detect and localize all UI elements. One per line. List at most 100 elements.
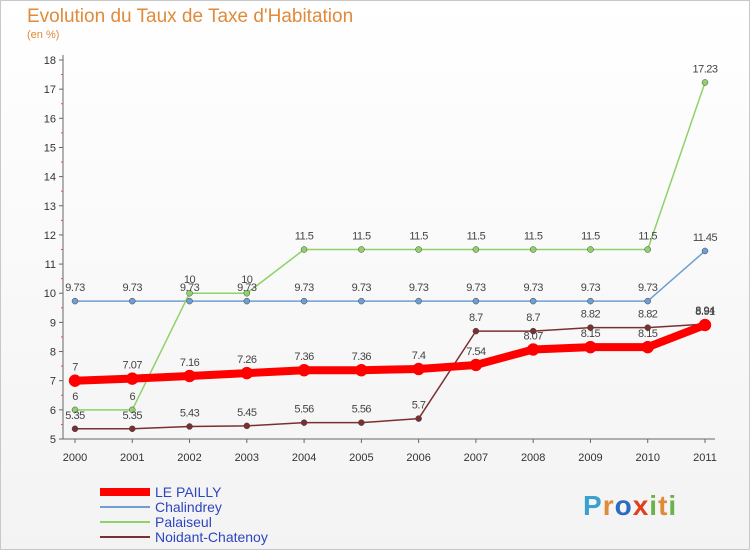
y-tick-label: 8 — [50, 347, 56, 359]
series-line-palaiseul — [74, 81, 706, 411]
data-label: 10 — [184, 274, 196, 286]
y-tick-label: 6 — [50, 405, 56, 417]
chart-title: Evolution du Taux de Taxe d'Habitation — [27, 6, 354, 27]
data-point — [587, 297, 594, 305]
data-label: 5.45 — [237, 407, 257, 419]
data-point — [358, 246, 365, 253]
x-tick-label: 2011 — [693, 452, 717, 464]
data-point — [300, 297, 308, 305]
legend-label: Chalindrey — [155, 499, 222, 515]
y-tick-label: 14 — [44, 172, 56, 184]
x-tick-label: 2004 — [292, 452, 316, 464]
data-point — [698, 318, 712, 332]
data-label: 5.43 — [180, 407, 200, 419]
y-tick-label: 16 — [44, 113, 56, 125]
logo-letter: x — [632, 490, 650, 521]
legend-label: LE PAILLY — [155, 484, 222, 500]
data-label: 11.5 — [467, 231, 486, 243]
series-lines — [71, 81, 709, 430]
data-point — [129, 406, 136, 414]
data-label: 17.23 — [692, 63, 717, 75]
data-point — [358, 297, 365, 305]
data-label: 11.45 — [693, 232, 718, 244]
logo-letter: i — [649, 490, 659, 521]
legend-swatch-noidant-chatenoy — [100, 536, 150, 538]
data-label: 7.16 — [180, 357, 200, 369]
logo-letter: r — [602, 490, 615, 521]
data-point — [641, 340, 654, 354]
data-point — [68, 374, 82, 387]
data-point — [415, 415, 422, 422]
data-point — [297, 363, 311, 377]
data-point — [183, 369, 196, 383]
y-tick-label: 13 — [44, 201, 56, 213]
data-point — [412, 362, 425, 376]
data-point — [415, 297, 422, 305]
proxiti-logo: Proxiti — [583, 490, 677, 522]
data-label: 9.73 — [294, 282, 314, 294]
data-point — [186, 423, 193, 430]
data-point — [701, 79, 709, 86]
data-point — [129, 425, 136, 433]
data-point — [472, 246, 480, 253]
data-label: 11.5 — [409, 231, 428, 243]
data-label: 7.54 — [466, 346, 486, 358]
data-point — [529, 327, 537, 335]
data-label: 7.36 — [294, 351, 314, 363]
data-label: 8.07 — [523, 330, 543, 342]
legend-item-chalindrey: Chalindrey — [100, 500, 360, 515]
data-label: 8.7 — [526, 312, 540, 324]
data-label: 8.91 — [695, 306, 715, 318]
data-point — [469, 358, 483, 372]
data-label: 9.73 — [638, 282, 658, 294]
data-label: 8.82 — [581, 309, 601, 321]
data-label: 7.36 — [352, 351, 372, 363]
data-point — [71, 406, 79, 414]
data-point — [300, 246, 308, 253]
series-line-noidant-chatenoy — [74, 323, 706, 430]
data-label: 9.73 — [523, 282, 543, 294]
y-tick-label: 7 — [50, 376, 56, 388]
x-tick-label: 2002 — [177, 452, 201, 464]
x-tick-label: 2005 — [349, 452, 373, 464]
legend-swatch-chalindrey — [100, 506, 150, 508]
data-point — [300, 419, 308, 426]
data-label: 7.07 — [123, 360, 143, 372]
x-tick-label: 2006 — [406, 452, 430, 464]
data-point — [358, 419, 365, 426]
data-label: 11.5 — [352, 231, 371, 243]
series-line-le-pailly — [71, 321, 709, 385]
data-label: 11.5 — [638, 231, 657, 243]
data-point — [243, 422, 251, 430]
x-tick-label: 2009 — [578, 452, 602, 464]
data-point — [529, 297, 537, 305]
data-label: 7 — [72, 362, 78, 374]
data-point — [186, 297, 193, 305]
data-label: 9.73 — [123, 282, 143, 294]
data-label: 7.26 — [237, 354, 257, 366]
legend-item-le-pailly: LE PAILLY — [100, 485, 360, 500]
x-tick-label: 2007 — [464, 452, 488, 464]
logo-letter: o — [614, 490, 633, 521]
data-label: 5.35 — [65, 410, 85, 422]
data-label: 5.35 — [123, 410, 143, 422]
legend-item-palaiseul: Palaiseul — [100, 515, 360, 530]
data-label: 8.15 — [581, 328, 601, 340]
data-point — [71, 425, 79, 433]
y-tick-label: 11 — [45, 259, 56, 271]
data-label: 9.73 — [352, 282, 372, 294]
data-point — [243, 289, 251, 297]
data-labels: 7 7.07 7.16 7.26 7.36 7.36 7.4 7.54 8.07 8.15 8.15… — [65, 63, 718, 421]
logo-letter: i — [668, 490, 678, 521]
data-label: 11.5 — [581, 231, 600, 243]
data-point — [529, 246, 537, 253]
data-label: 8.15 — [638, 328, 658, 340]
data-point — [472, 327, 480, 335]
data-point — [186, 289, 193, 297]
series-points — [68, 79, 712, 433]
data-point — [472, 297, 480, 305]
legend-label: Noidant-Chatenoy — [155, 529, 268, 545]
data-label: 5.56 — [294, 404, 314, 416]
